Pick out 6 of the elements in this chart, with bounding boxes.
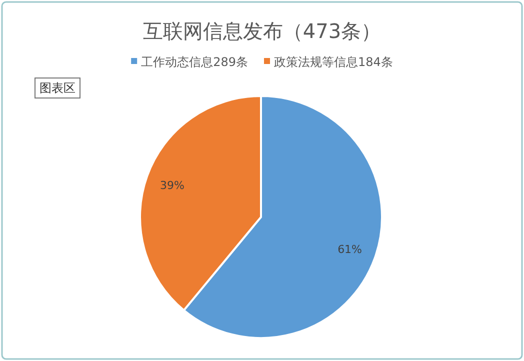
data-label: 61% [338,242,362,256]
chart-title: 互联网信息发布（473条） [142,19,382,43]
data-label: 39% [160,179,184,192]
text: 图表区 [40,81,76,95]
legend-label: 政策法规等信息184条 [274,55,393,69]
legend-label: 工作动态信息289条 [141,55,248,69]
